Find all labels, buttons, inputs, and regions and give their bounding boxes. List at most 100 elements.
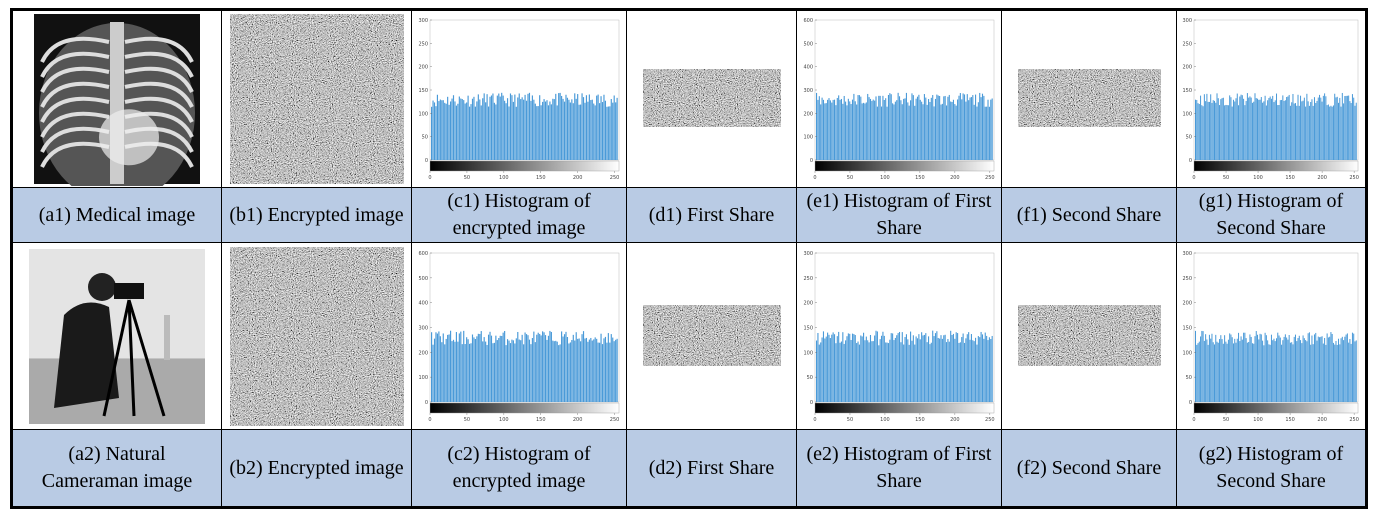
hist-bar bbox=[492, 343, 493, 402]
hist-bar bbox=[1335, 340, 1336, 401]
hist-bar bbox=[1198, 103, 1199, 160]
hist-bar bbox=[449, 330, 450, 401]
hist-bar bbox=[527, 94, 528, 160]
hist-bar bbox=[601, 102, 602, 160]
panel-caption: (b2) Encrypted image bbox=[222, 430, 412, 508]
panel-cell bbox=[627, 10, 797, 188]
hist-bar bbox=[515, 338, 516, 402]
hist-bar bbox=[1353, 333, 1354, 401]
hist-bar bbox=[976, 107, 977, 160]
hist-bar bbox=[599, 342, 600, 401]
hist-bar bbox=[600, 333, 601, 401]
hist-bar bbox=[963, 94, 964, 160]
hist-bar bbox=[490, 95, 491, 160]
hist-bar bbox=[1286, 337, 1287, 401]
hist-bar bbox=[915, 99, 916, 160]
hist-bar bbox=[1270, 97, 1271, 160]
hist-bar bbox=[861, 336, 862, 402]
hist-bar bbox=[534, 104, 535, 160]
hist-bar bbox=[562, 336, 563, 401]
hist-bar bbox=[833, 334, 834, 402]
x-tick-label: 50 bbox=[463, 175, 469, 181]
hist-bar bbox=[1341, 107, 1342, 160]
hist-bar bbox=[455, 332, 456, 402]
hist-bar bbox=[972, 340, 973, 402]
hist-bar bbox=[984, 332, 985, 401]
hist-bar bbox=[542, 102, 543, 160]
hist-bar bbox=[1203, 106, 1204, 160]
hist-bar bbox=[1346, 96, 1347, 160]
hist-bar bbox=[824, 338, 825, 402]
hist-bar bbox=[1223, 343, 1224, 401]
hist-bar bbox=[1275, 341, 1276, 402]
panel-image bbox=[14, 12, 220, 186]
hist-bar bbox=[565, 331, 566, 401]
hist-bar bbox=[941, 104, 942, 160]
hist-bar bbox=[1265, 96, 1266, 160]
hist-bar bbox=[846, 105, 847, 160]
hist-bar bbox=[569, 103, 570, 160]
x-tick-label: 150 bbox=[915, 175, 925, 181]
hist-bar bbox=[457, 341, 458, 401]
hist-bar bbox=[911, 340, 912, 401]
hist-bar bbox=[498, 94, 499, 160]
x-tick-label: 200 bbox=[950, 417, 960, 423]
hist-bar bbox=[609, 106, 610, 160]
hist-bar bbox=[1349, 339, 1350, 402]
hist-bar bbox=[496, 96, 497, 160]
hist-bar bbox=[463, 330, 464, 401]
hist-bar bbox=[1335, 97, 1336, 160]
panel-caption: (g1) Histogram of Second Share bbox=[1177, 188, 1367, 243]
hist-bar bbox=[957, 99, 958, 160]
hist-bar bbox=[868, 97, 869, 160]
hist-bar bbox=[966, 334, 967, 402]
hist-bar bbox=[965, 102, 966, 160]
x-tick-label: 150 bbox=[1285, 417, 1295, 423]
hist-bar bbox=[934, 99, 935, 160]
panel-image: 0100200300400500600050100150200250 bbox=[799, 12, 1000, 186]
hist-bar bbox=[912, 335, 913, 402]
hist-bar bbox=[1344, 336, 1345, 401]
hist-bar bbox=[1233, 343, 1234, 402]
y-tick-label: 300 bbox=[803, 88, 813, 94]
hist-bar bbox=[536, 334, 537, 401]
hist-bar bbox=[936, 331, 937, 402]
hist-bar bbox=[582, 331, 583, 402]
hist-bar bbox=[903, 99, 904, 160]
hist-bar bbox=[613, 341, 614, 402]
hist-bar bbox=[1249, 334, 1250, 402]
hist-bar bbox=[1272, 96, 1273, 160]
hist-bar bbox=[1233, 100, 1234, 160]
hist-bar bbox=[874, 335, 875, 401]
hist-bar bbox=[968, 332, 969, 402]
hist-bar bbox=[972, 95, 973, 160]
x-tick-label: 100 bbox=[1253, 175, 1263, 181]
hist-bar bbox=[1248, 98, 1249, 160]
hist-bar bbox=[1296, 106, 1297, 160]
hist-bar bbox=[1230, 97, 1231, 160]
hist-bar bbox=[442, 100, 443, 160]
image-row: 0501001502002503000501001502002500100200… bbox=[12, 10, 1367, 188]
hist-bar bbox=[853, 94, 854, 160]
hist-bar bbox=[912, 95, 913, 160]
hist-bar bbox=[1219, 339, 1220, 402]
page: 0501001502002503000501001502002500100200… bbox=[0, 0, 1385, 508]
hist-bar bbox=[986, 335, 987, 401]
hist-bar bbox=[1219, 105, 1220, 160]
hist-bar bbox=[887, 343, 888, 402]
hist-bar bbox=[1334, 344, 1335, 401]
x-tick-label: 200 bbox=[1317, 175, 1327, 181]
hist-bar bbox=[1234, 101, 1235, 160]
hist-bar bbox=[1195, 100, 1196, 160]
hist-bar bbox=[542, 331, 543, 402]
hist-bar bbox=[905, 93, 906, 160]
hist-bar bbox=[1304, 98, 1305, 160]
hist-bar bbox=[1324, 93, 1325, 160]
hist-bar bbox=[1306, 94, 1307, 160]
hist-bar bbox=[577, 94, 578, 160]
hist-bar bbox=[871, 341, 872, 402]
y-tick-label: 0 bbox=[809, 158, 812, 164]
hist-bar bbox=[523, 344, 524, 402]
hist-bar bbox=[869, 334, 870, 401]
hist-bar bbox=[594, 105, 595, 160]
